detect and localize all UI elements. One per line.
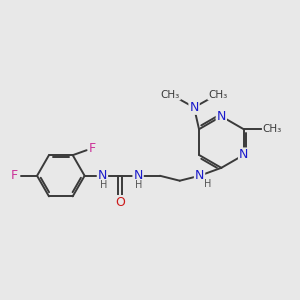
Text: N: N (134, 169, 143, 182)
Text: N: N (189, 101, 199, 114)
Text: H: H (204, 179, 211, 189)
Text: CH₃: CH₃ (263, 124, 282, 134)
Text: F: F (11, 169, 18, 182)
Text: H: H (100, 180, 107, 190)
Text: CH₃: CH₃ (161, 89, 180, 100)
Text: CH₃: CH₃ (208, 89, 227, 100)
Text: N: N (98, 169, 107, 182)
Text: N: N (195, 169, 204, 182)
Text: O: O (115, 196, 125, 209)
Text: N: N (239, 148, 248, 161)
Text: N: N (217, 110, 226, 123)
Text: H: H (135, 180, 143, 190)
Text: F: F (89, 142, 96, 155)
